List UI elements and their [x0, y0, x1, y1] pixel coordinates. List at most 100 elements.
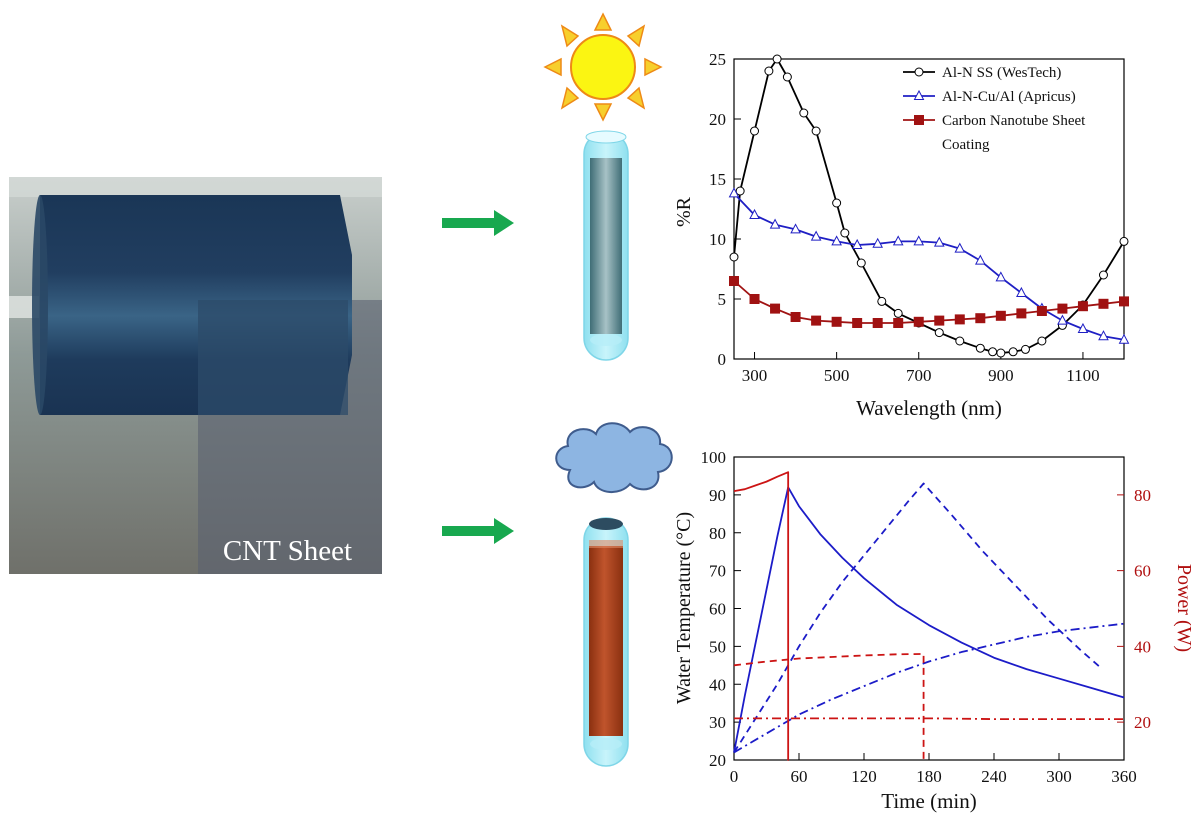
reflectance-chart: 300 500 700 900 1100 0 5 10 15 20 25 Wavelength (n…: [673, 50, 1130, 420]
reflectance-data-point: [872, 318, 883, 328]
temperature-y-tick-label: 40: [709, 675, 726, 694]
reflectance-data-point: [769, 218, 781, 229]
reflectance-data-point: [913, 235, 925, 246]
reflectance-data-point: [913, 316, 924, 327]
reflectance-data-point: [1119, 236, 1129, 246]
temperature-series-line-5: [734, 717, 1124, 720]
reflectance-data-point: [852, 318, 863, 328]
legend-entry: Al-N SS (WesTech): [942, 65, 1061, 81]
temperature-y-tick-label: 50: [709, 637, 726, 656]
temperature-series-line-4: [733, 653, 925, 760]
reflectance-data-point: [749, 208, 760, 219]
temperature-series-line-3: [733, 471, 790, 761]
reflectance-data-point: [831, 316, 842, 327]
reflectance-data-point: [831, 235, 842, 246]
reflectance-data-point: [1057, 303, 1068, 314]
reflectance-y-tick-label: 10: [709, 230, 726, 249]
temperature-y-tick-label: 20: [709, 751, 726, 770]
reflectance-data-point: [1098, 270, 1108, 280]
reflectance-data-point: [1020, 344, 1030, 354]
reflectance-y-tick-label: 25: [709, 50, 726, 69]
reflectance-data-point: [934, 328, 944, 338]
power-y-axis-title: Power (W): [1173, 564, 1191, 652]
reflectance-data-point: [750, 126, 760, 136]
reflectance-data-point: [735, 186, 745, 196]
reflectance-data-point: [954, 242, 966, 253]
reflectance-data-point: [995, 271, 1007, 282]
reflectance-data-point: [764, 66, 774, 76]
reflectance-data-point: [749, 294, 760, 304]
reflectance-y-tick-label: 0: [718, 350, 727, 369]
reflectance-data-point: [790, 312, 801, 322]
reflectance-data-point: [975, 313, 986, 324]
cloud-icon: [555, 422, 673, 493]
temperature-x-tick-label: 120: [851, 767, 877, 786]
reflectance-data-point: [975, 343, 985, 353]
reflectance-plot-frame: [733, 58, 1125, 360]
reflectance-data-point: [728, 187, 740, 198]
legend-entry: Al-N-Cu/Al (Apricus): [942, 89, 1076, 105]
reflectance-x-tick-label: 700: [906, 366, 932, 385]
cnt-sheet-photo: CNT Sheet: [9, 177, 382, 574]
photo-label: CNT Sheet: [223, 535, 352, 567]
reflectance-data-point: [1016, 286, 1027, 297]
temperature-y-tick-label: 30: [709, 713, 726, 732]
reflectance-data-point: [933, 236, 945, 247]
legend-entry: Carbon Nanotube Sheet: [942, 113, 1086, 129]
temperature-plot-frame: [733, 456, 1125, 761]
temperature-series-line-2: [733, 622, 1125, 754]
reflectance-data-point: [832, 198, 842, 208]
temperature-x-tick-label: 180: [916, 767, 942, 786]
temperature-x-tick-label: 0: [730, 767, 739, 786]
reflectance-data-point: [729, 252, 739, 262]
reflectance-data-point: [995, 310, 1006, 321]
reflectance-data-point: [988, 347, 998, 357]
reflectance-data-point: [1119, 296, 1129, 307]
reflectance-data-point: [1016, 308, 1027, 319]
power-y-tick-label: 60: [1134, 562, 1151, 581]
reflectance-data-point: [872, 237, 884, 248]
reflectance-x-tick-label: 500: [824, 366, 850, 385]
reflectance-data-point: [955, 336, 965, 346]
reflectance-data-point: [790, 223, 801, 234]
reflectance-data-point: [772, 54, 782, 64]
temperature-y-tick-label: 70: [709, 562, 726, 581]
reflectance-data-point: [954, 314, 965, 325]
reflectance-data-point: [1077, 301, 1088, 312]
sun-icon: [543, 12, 663, 122]
power-y-tick-label: 40: [1134, 637, 1151, 656]
reflectance-legend: Al-N SS (WesTech) Al-N-Cu/Al (Apricus) Car…: [903, 65, 1086, 153]
temperature-chart: 0 60 120 180 240 300 360 20 30 40 50 60 70 80 90 100 20 4…: [673, 448, 1191, 813]
reflectance-data-point: [1098, 330, 1109, 341]
reflectance-data-point: [974, 254, 986, 265]
temperature-y-tick-label: 60: [709, 600, 726, 619]
temperature-x-tick-label: 300: [1046, 767, 1072, 786]
reflectance-data-point: [1077, 322, 1089, 333]
reflectance-y-tick-label: 20: [709, 110, 726, 129]
reflectance-data-point: [799, 108, 809, 118]
reflectance-data-point: [729, 276, 739, 286]
reflectance-data-point: [811, 126, 821, 136]
reflectance-x-tick-label: 900: [988, 366, 1014, 385]
reflectance-data-point: [1036, 306, 1047, 316]
reflectance-data-point: [770, 303, 781, 314]
arrow-top-icon: [442, 210, 514, 236]
arrow-bottom-icon: [442, 518, 514, 544]
reflectance-data-point: [893, 318, 904, 328]
legend-entry: Coating: [942, 137, 990, 153]
reflectance-x-tick-label: 1100: [1066, 366, 1099, 385]
reflectance-y-axis-title: %R: [673, 196, 695, 227]
temperature-x-axis-title: Time (min): [881, 789, 976, 813]
reflectance-y-tick-label: 5: [718, 290, 727, 309]
legend-marker: [914, 115, 924, 125]
temperature-x-tick-label: 360: [1111, 767, 1137, 786]
reflectance-x-axis-title: Wavelength (nm): [856, 396, 1002, 420]
power-y-tick-label: 80: [1134, 486, 1151, 505]
reflectance-data-point: [810, 230, 822, 241]
reflectance-y-tick-label: 15: [709, 170, 726, 189]
reflectance-data-point: [1098, 298, 1109, 309]
reflectance-data-point: [934, 315, 945, 326]
temperature-x-tick-label: 60: [791, 767, 808, 786]
reflectance-data-point: [840, 228, 850, 238]
